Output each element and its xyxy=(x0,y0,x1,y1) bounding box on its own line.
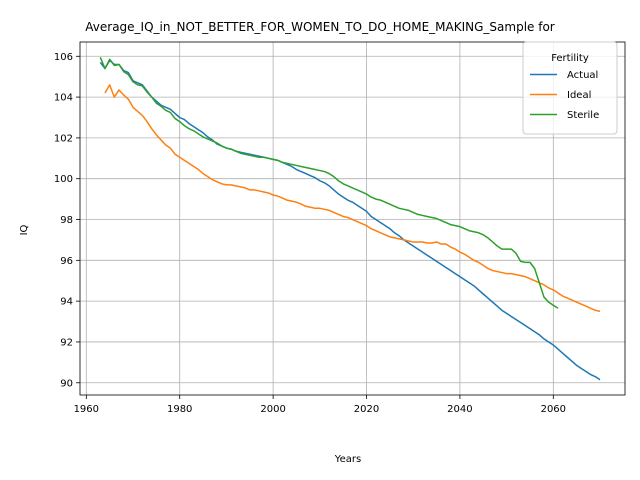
y-tick-label: 90 xyxy=(60,378,73,389)
y-tick-label: 94 xyxy=(60,297,73,308)
x-axis-ticks: 1960 1980 2000 2020 2040 2060 xyxy=(74,395,566,415)
y-axis-label: IQ xyxy=(19,224,30,235)
plot-frame xyxy=(79,41,626,396)
series-line-actual xyxy=(99,59,601,381)
x-tick-label: 1980 xyxy=(167,404,192,415)
x-tick-label: 2020 xyxy=(354,404,379,415)
x-tick-label: 2000 xyxy=(260,404,285,415)
y-tick-label: 104 xyxy=(54,93,73,104)
y-tick-label: 98 xyxy=(60,215,73,226)
legend-title: Fertility xyxy=(551,53,589,64)
legend-label-ideal: Ideal xyxy=(567,90,591,101)
legend-box xyxy=(522,41,618,135)
legend-entries: Actual Ideal Sterile xyxy=(530,70,599,121)
series-line-ideal xyxy=(104,84,601,313)
series-line-sterile xyxy=(99,57,559,309)
x-tick-label: 2040 xyxy=(447,404,472,415)
legend: Fertility Actual Ideal Sterile xyxy=(522,41,618,135)
y-tick-label: 102 xyxy=(54,133,73,144)
y-axis-ticks: 90 92 94 96 98 100 102 104 106 xyxy=(54,52,80,389)
x-axis-label: Years xyxy=(334,454,361,465)
legend-label-actual: Actual xyxy=(567,70,598,81)
y-tick-label: 106 xyxy=(54,52,73,63)
x-tick-label: 2060 xyxy=(541,404,566,415)
y-tick-label: 100 xyxy=(54,174,73,185)
x-tick-label: 1960 xyxy=(74,404,99,415)
chart-title: Average_IQ_in_NOT_BETTER_FOR_WOMEN_TO_DO… xyxy=(85,20,555,34)
legend-label-sterile: Sterile xyxy=(567,110,599,121)
y-tick-label: 96 xyxy=(60,256,73,267)
y-tick-label: 92 xyxy=(60,337,73,348)
series-lines xyxy=(99,57,601,381)
